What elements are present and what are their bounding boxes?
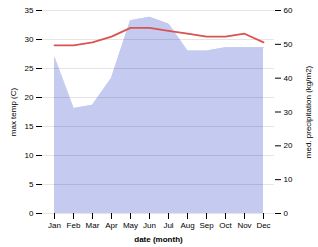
svg-text:40: 40 (284, 74, 293, 83)
svg-text:0: 0 (284, 209, 289, 218)
svg-text:10: 10 (25, 151, 34, 160)
svg-text:Jun: Jun (143, 221, 156, 230)
svg-text:20: 20 (284, 141, 293, 150)
svg-text:max temp (C): max temp (C) (9, 87, 18, 136)
svg-text:med. precipitation (kg/m2): med. precipitation (kg/m2) (304, 65, 313, 158)
svg-text:10: 10 (284, 175, 293, 184)
svg-text:Jul: Jul (163, 221, 173, 230)
svg-text:20: 20 (25, 93, 34, 102)
svg-text:50: 50 (284, 40, 293, 49)
svg-text:5: 5 (29, 180, 34, 189)
svg-text:Feb: Feb (67, 221, 81, 230)
svg-text:Oct: Oct (219, 221, 232, 230)
svg-text:date (month): date (month) (134, 235, 183, 244)
svg-text:May: May (123, 221, 138, 230)
svg-text:15: 15 (25, 122, 34, 131)
svg-text:Nov: Nov (237, 221, 251, 230)
svg-text:Mar: Mar (86, 221, 100, 230)
svg-text:60: 60 (284, 6, 293, 15)
svg-text:Apr: Apr (105, 221, 118, 230)
svg-text:30: 30 (284, 108, 293, 117)
svg-text:30: 30 (25, 35, 34, 44)
svg-text:0: 0 (29, 209, 34, 218)
svg-text:Jan: Jan (48, 221, 61, 230)
svg-text:35: 35 (25, 6, 34, 15)
svg-text:Sep: Sep (199, 221, 214, 230)
svg-text:Dec: Dec (256, 221, 270, 230)
svg-text:25: 25 (25, 64, 34, 73)
svg-text:Aug: Aug (180, 221, 194, 230)
